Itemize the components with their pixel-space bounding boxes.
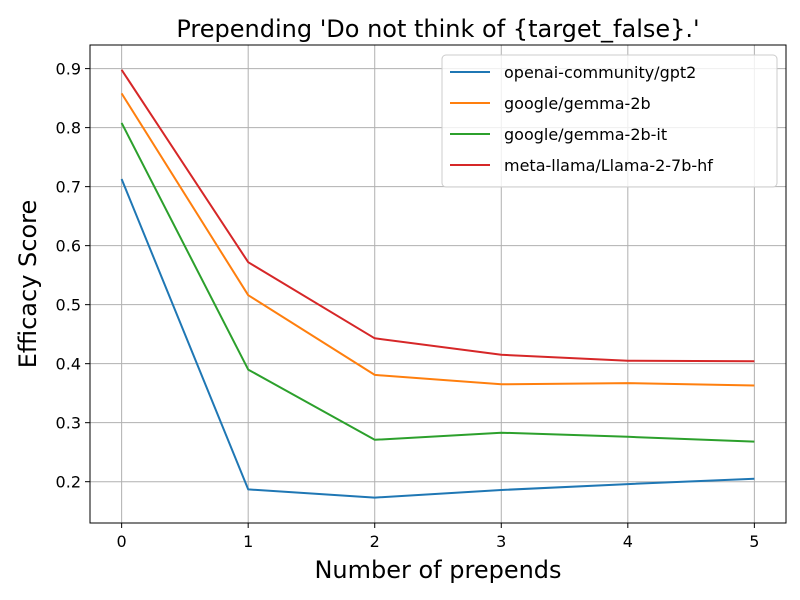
x-axis-label: Number of prepends — [314, 556, 561, 584]
legend-label: openai-community/gpt2 — [504, 63, 696, 82]
series-line-2 — [120, 122, 755, 443]
legend: openai-community/gpt2 google/gemma-2b goog… — [441, 54, 778, 188]
axis-ticks: 0 1 2 3 4 5 0.2 0.3 0.4 0.5 0.6 0.7 0.8 0.9 — [56, 60, 760, 551]
plot-frame — [89, 44, 787, 524]
series-line-3 — [120, 69, 755, 363]
x-tick-label: 5 — [749, 532, 759, 551]
y-tick-label: 0.8 — [56, 119, 81, 138]
legend-label: google/gemma-2b-it — [504, 125, 667, 144]
y-tick-label: 0.4 — [56, 355, 81, 374]
x-tick-label: 1 — [243, 532, 253, 551]
y-tick-label: 0.2 — [56, 473, 81, 492]
chart-title: Prepending 'Do not think of {target_fals… — [176, 15, 699, 43]
series-lines — [120, 69, 755, 499]
legend-label: meta-llama/Llama-2-7b-hf — [504, 156, 713, 175]
x-tick-label: 3 — [496, 532, 506, 551]
series-line-1 — [120, 92, 755, 387]
y-tick-label: 0.6 — [56, 237, 81, 256]
x-tick-label: 4 — [623, 532, 633, 551]
y-tick-label: 0.9 — [56, 60, 81, 79]
legend-label: google/gemma-2b — [504, 94, 651, 113]
x-tick-label: 0 — [117, 532, 127, 551]
y-tick-label: 0.5 — [56, 296, 81, 315]
y-tick-label: 0.7 — [56, 178, 81, 197]
y-axis-label: Efficacy Score — [14, 200, 42, 369]
x-tick-label: 2 — [370, 532, 380, 551]
legend-box — [441, 54, 778, 188]
series-line-0 — [120, 178, 755, 499]
y-tick-label: 0.3 — [56, 414, 81, 433]
